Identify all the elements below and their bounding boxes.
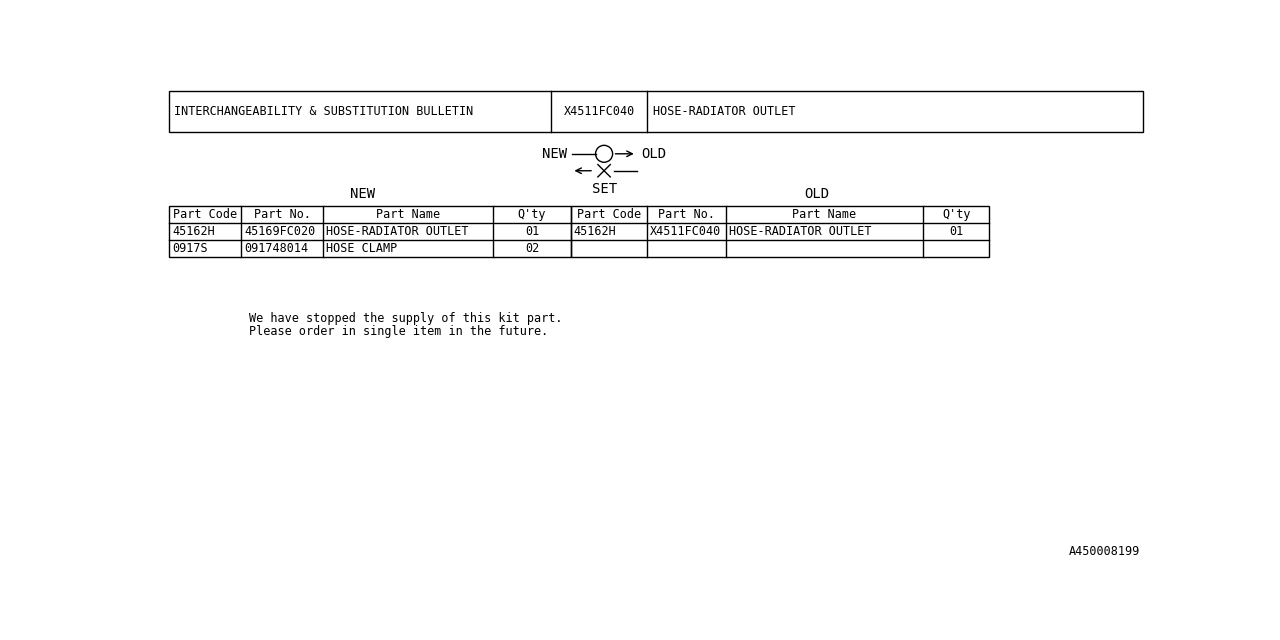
Text: 45169FC020: 45169FC020	[244, 225, 316, 238]
Text: OLD: OLD	[641, 147, 667, 161]
Text: NEW: NEW	[541, 147, 567, 161]
Text: 01: 01	[525, 225, 539, 238]
Text: Part No.: Part No.	[658, 208, 714, 221]
Text: Part Name: Part Name	[792, 208, 856, 221]
Text: Please order in single item in the future.: Please order in single item in the futur…	[250, 324, 548, 338]
Bar	[169, 206, 571, 257]
Text: A450008199: A450008199	[1069, 545, 1140, 558]
Text: Q'ty: Q'ty	[942, 208, 970, 221]
Text: Part No.: Part No.	[253, 208, 311, 221]
Text: We have stopped the supply of this kit part.: We have stopped the supply of this kit p…	[250, 312, 563, 324]
Text: 45162H: 45162H	[573, 225, 617, 238]
Text: 0917S: 0917S	[173, 242, 209, 255]
Text: OLD: OLD	[805, 187, 829, 201]
Bar	[169, 91, 1143, 132]
Text: X4511FC040: X4511FC040	[563, 105, 635, 118]
Text: 091748014: 091748014	[244, 242, 308, 255]
Text: Part Code: Part Code	[173, 208, 237, 221]
Text: HOSE-RADIATOR OUTLET: HOSE-RADIATOR OUTLET	[326, 225, 468, 238]
Bar	[571, 206, 989, 257]
Text: HOSE CLAMP: HOSE CLAMP	[326, 242, 397, 255]
Text: HOSE-RADIATOR OUTLET: HOSE-RADIATOR OUTLET	[653, 105, 795, 118]
Text: 45162H: 45162H	[173, 225, 215, 238]
Text: HOSE-RADIATOR OUTLET: HOSE-RADIATOR OUTLET	[728, 225, 872, 238]
Text: X4511FC040: X4511FC040	[650, 225, 721, 238]
Text: SET: SET	[591, 182, 617, 195]
Text: Q'ty: Q'ty	[517, 208, 547, 221]
Text: NEW: NEW	[351, 187, 375, 201]
Text: 02: 02	[525, 242, 539, 255]
Text: INTERCHANGEABILITY & SUBSTITUTION BULLETIN: INTERCHANGEABILITY & SUBSTITUTION BULLET…	[174, 105, 474, 118]
Text: Part Name: Part Name	[376, 208, 440, 221]
Text: 01: 01	[950, 225, 964, 238]
Text: Part Code: Part Code	[577, 208, 641, 221]
